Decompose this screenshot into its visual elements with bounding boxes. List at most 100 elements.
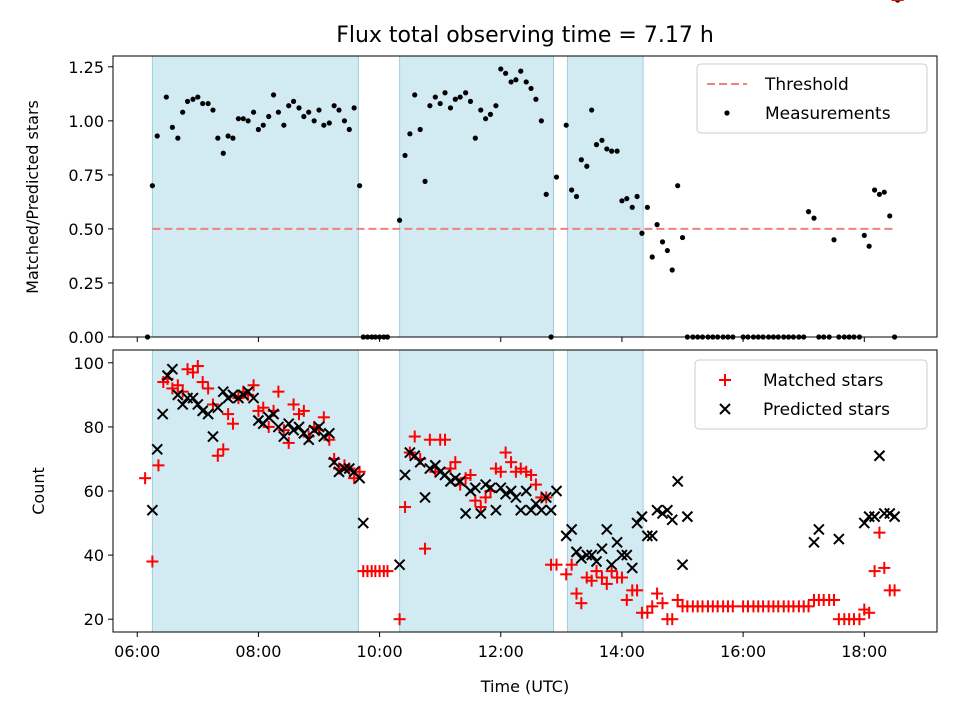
matched-star-point: [525, 468, 538, 481]
top-window-0: [151, 55, 359, 338]
top-y-tick-label: 0.75: [68, 166, 104, 185]
predicted-star-point: [661, 504, 674, 516]
measurement-point: [463, 90, 469, 96]
matched-star-point: [550, 558, 563, 571]
predicted-star-point: [298, 427, 310, 440]
matched-star-point: [863, 606, 876, 619]
predicted-star-point: [293, 421, 305, 433]
measurement-point: [356, 183, 363, 189]
measurement-point: [508, 79, 514, 85]
predicted-star-point: [813, 523, 825, 536]
measurement-point: [442, 90, 448, 96]
bottom-plot-area: [139, 0, 904, 626]
chart-title: Flux total observing time = 7.17 h: [336, 23, 714, 48]
bottom-ticks: 06:00 08:00 10:00 12:00 14:00 16:00 18:00 20 40 6…: [73, 354, 887, 661]
measurement-point: [245, 118, 251, 124]
predicted-star-point: [353, 472, 366, 484]
matched-star-point: [202, 382, 215, 395]
predicted-star-point: [202, 408, 214, 420]
predicted-star-point: [505, 485, 517, 497]
measurement-point: [584, 163, 590, 169]
matched-star-point: [348, 472, 361, 485]
matched-star-point: [381, 565, 394, 578]
measurement-point: [336, 107, 342, 113]
measurement-point: [275, 109, 282, 115]
measurement-point: [487, 111, 494, 117]
matched-star-point: [575, 597, 588, 610]
measurement-point: [169, 124, 175, 130]
measurement-point: [664, 247, 670, 254]
bottom-y-tick-label: 100: [73, 354, 104, 373]
top-ticks: 0.00 0.25 0.50 0.75 1.00 1.25: [68, 58, 865, 347]
predicted-star-point: [313, 421, 325, 433]
legend-measurements-swatch: [724, 110, 730, 116]
predicted-star-point: [808, 536, 820, 548]
measurement-point: [528, 85, 534, 92]
bottom-y-tick-label: 80: [84, 418, 104, 437]
predicted-star-point: [641, 530, 654, 542]
top-ylabel: Matched/Predicted stars: [23, 100, 42, 294]
measurement-point: [341, 118, 348, 124]
measurement-point: [659, 239, 666, 245]
predicted-star-point: [490, 504, 502, 516]
predicted-star-point: [393, 558, 406, 571]
predicted-star-point: [590, 555, 603, 568]
measurement-point: [215, 135, 221, 141]
measurement-point: [887, 213, 893, 219]
predicted-star-point: [454, 475, 466, 488]
measurement-point: [624, 196, 630, 202]
measurement-point: [513, 77, 519, 83]
matched-star-point: [146, 555, 159, 568]
measurement-point: [260, 122, 266, 128]
matched-star-point: [853, 613, 866, 626]
measurement-point: [210, 107, 216, 113]
measurement-point: [235, 116, 242, 122]
matched-star-point: [499, 446, 512, 459]
measurement-point: [876, 191, 883, 197]
matched-star-point: [605, 565, 618, 578]
predicted-star-point: [873, 450, 886, 462]
matched-star-point: [317, 411, 330, 424]
measurement-point: [609, 148, 615, 154]
top-plot-area: [144, 0, 901, 340]
matched-star-point: [206, 398, 219, 411]
measurement-point: [589, 107, 595, 113]
matched-star-point: [176, 385, 189, 398]
measurement-point: [679, 234, 686, 241]
predicted-star-point: [151, 443, 163, 456]
predicted-star-point: [146, 504, 159, 516]
predicted-star-point: [631, 517, 643, 529]
matched-star-point: [139, 472, 152, 485]
matched-star-point: [257, 401, 270, 414]
measurement-point: [467, 98, 474, 104]
measurement-point: [154, 133, 160, 139]
matched-star-point: [262, 420, 275, 433]
predicted-star-point: [459, 507, 472, 520]
matched-star-point: [828, 593, 840, 606]
matched-star-point: [641, 606, 654, 619]
measurement-point: [195, 94, 201, 100]
measurement-point: [220, 150, 226, 156]
measurement-point: [669, 267, 675, 273]
top-axes-frame: [112, 55, 938, 338]
x-tick-label: 08:00: [235, 642, 281, 661]
matched-star-point: [505, 456, 518, 469]
predicted-star-point: [333, 466, 345, 478]
measurement-point: [811, 215, 817, 221]
predicted-star-point: [227, 389, 239, 401]
matched-star-point: [479, 491, 492, 504]
bottom-panel: 06:00 08:00 10:00 12:00 14:00 16:00 18:00 20 40 6…: [29, 0, 938, 696]
top-legend-box: [696, 63, 928, 134]
measurement-point: [457, 94, 463, 100]
predicted-star-point: [166, 363, 179, 375]
measurement-point: [422, 178, 428, 184]
matched-star-point: [186, 366, 199, 379]
predicted-star-point: [192, 398, 204, 411]
measurement-point: [326, 120, 332, 126]
measurement-point: [270, 92, 277, 98]
predicted-star-point: [651, 504, 663, 516]
matched-star-point: [444, 462, 457, 475]
predicted-star-point: [601, 523, 613, 536]
top-y-tick-label: 0.50: [68, 220, 104, 239]
matched-star-point: [393, 613, 406, 626]
